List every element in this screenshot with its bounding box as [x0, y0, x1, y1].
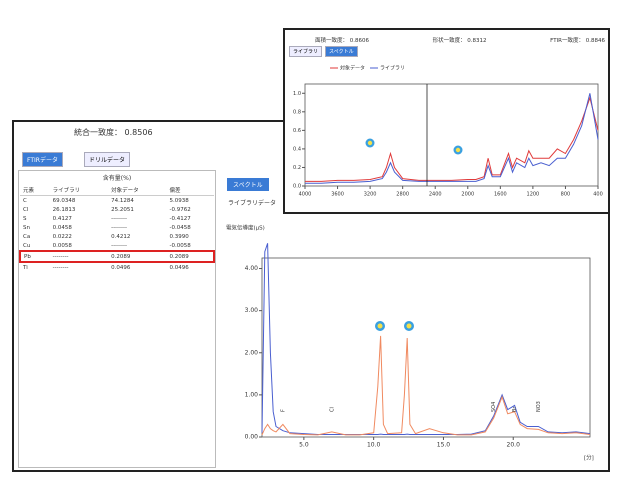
table-cell: 0.4212 [111, 233, 131, 240]
table-cell: -0.0458 [169, 224, 191, 231]
table-cell: -------- [111, 215, 127, 222]
peak-label: NO3 [536, 401, 542, 412]
x-tick-label: 20.0 [507, 442, 521, 449]
table-row: Cl 26.1813 25.2051 -0.9762 [20, 205, 214, 214]
x-tick-label: 15.0 [437, 442, 451, 449]
table-cell: -0.0058 [169, 242, 191, 249]
table-cell: Pb [19, 250, 50, 263]
table-cell: 0.2089 [108, 250, 167, 263]
column-header: 元素 [23, 187, 35, 194]
table-cell: Ti [23, 264, 28, 271]
series-line [261, 243, 591, 435]
peak-label: Br [512, 406, 518, 412]
table-cell: 0.2089 [166, 250, 215, 263]
table-cell: 26.1813 [52, 206, 76, 213]
table-cell: 5.0938 [169, 197, 189, 204]
series-line [261, 335, 591, 436]
spectrum-button[interactable]: スペクトル [227, 178, 269, 191]
column-header: 対象データ [111, 187, 139, 194]
peak-label: Cl [329, 407, 335, 412]
table-cell: -------- [52, 264, 69, 271]
tab[interactable]: スペクトル [325, 46, 358, 57]
table-header: 元素 ライブラリ 対象データ 偏差 [20, 184, 214, 196]
x-tick-label: 10.0 [367, 442, 381, 449]
peak-marker-center [377, 323, 383, 329]
table-row: Cu 0.0058 -------- -0.0058 [20, 241, 214, 251]
y-tick-label: 2.00 [245, 349, 259, 356]
y-tick-label: 4.00 [245, 265, 259, 272]
y-tick-label: 0.00 [245, 434, 259, 441]
tab[interactable]: FTIRデータ [22, 152, 63, 167]
table-cell: -0.9762 [169, 206, 191, 213]
table-cell: 0.0058 [52, 242, 72, 249]
table-cell: 69.0348 [52, 197, 76, 204]
table-cell: -------- [111, 224, 127, 231]
table-cell: Sn [23, 224, 30, 231]
content-table: 元素 ライブラリ 対象データ 偏差 C 69.0348 74.1284 5.0938 Cl 26.… [19, 184, 215, 272]
table-cell: Cl [23, 206, 29, 213]
column-header: 偏差 [169, 187, 181, 194]
sub-label: ライブラリデータ [228, 200, 277, 207]
tab[interactable]: ライブラリ [289, 46, 323, 57]
peak-marker-center [406, 323, 412, 329]
inset-window: 面積一致度： 0.8606 形状一致度： 0.8312 FTIR一致度： 0.884… [283, 28, 610, 214]
table-row: Ca 0.0222 0.4212 0.3990 [20, 232, 214, 241]
table-panel: 含有量(%) 元素 ライブラリ 対象データ 偏差 C 69.0348 74.1284 5.09… [18, 170, 216, 468]
peak-label: F [280, 409, 286, 412]
table-cell: 0.3990 [169, 233, 189, 240]
table-row: Ti -------- 0.0496 0.0496 [20, 262, 214, 272]
table-cell: -------- [111, 242, 127, 249]
plot-frame [261, 257, 591, 438]
x-unit: [分] [584, 454, 594, 462]
table-row: S 0.4127 -------- -0.4127 [20, 214, 214, 223]
match-score: 面積一致度： 0.8606 [315, 38, 369, 44]
table-cell: S [23, 215, 27, 222]
table-cell: -0.4127 [169, 215, 191, 222]
match-score: 形状一致度： 0.8312 [432, 38, 487, 44]
y-tick-label: 1.00 [245, 391, 259, 398]
table-cell: -------- [49, 250, 109, 263]
tab[interactable]: ドリルデータ [84, 152, 131, 167]
match-title: 統合一致度： 0.8506 [74, 128, 153, 137]
table-cell: 0.0496 [169, 264, 189, 271]
table-cell: Cu [23, 242, 31, 249]
table-cell: C [23, 197, 27, 204]
table-cell: 0.0458 [52, 224, 72, 231]
table-row: Sn 0.0458 -------- -0.0458 [20, 223, 214, 232]
peak-label: SO4 [491, 402, 497, 412]
y-axis-label: 電気伝導度(μS) [226, 224, 265, 232]
x-tick-label: 5.0 [299, 442, 309, 449]
table-cell: 0.0222 [52, 233, 72, 240]
table-row: C 69.0348 74.1284 5.0938 [20, 196, 214, 206]
table-caption: 含有量(%) [102, 175, 132, 182]
table-row: Pb -------- 0.2089 0.2089 [19, 250, 215, 263]
table-cell: 25.2051 [111, 206, 134, 213]
table-cell: 74.1284 [111, 197, 134, 204]
table-cell: 0.4127 [52, 215, 72, 222]
column-header: ライブラリ [52, 187, 81, 194]
table-cell: 0.0496 [111, 264, 131, 271]
match-score: FTIR一致度： 0.8846 [550, 38, 605, 44]
y-tick-label: 3.00 [245, 307, 259, 314]
table-cell: Ca [23, 233, 31, 240]
